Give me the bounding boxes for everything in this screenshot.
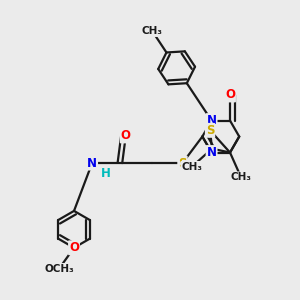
Text: H: H	[101, 167, 111, 180]
Text: CH₃: CH₃	[142, 26, 163, 36]
Text: O: O	[121, 129, 131, 142]
Text: S: S	[178, 157, 187, 169]
Text: N: N	[87, 157, 97, 169]
Text: CH₃: CH₃	[230, 172, 251, 182]
Text: S: S	[206, 124, 214, 137]
Text: O: O	[69, 241, 79, 254]
Text: O: O	[225, 88, 235, 101]
Text: N: N	[207, 146, 217, 159]
Text: CH₃: CH₃	[181, 162, 202, 172]
Text: OCH₃: OCH₃	[44, 264, 74, 274]
Text: N: N	[207, 114, 217, 127]
